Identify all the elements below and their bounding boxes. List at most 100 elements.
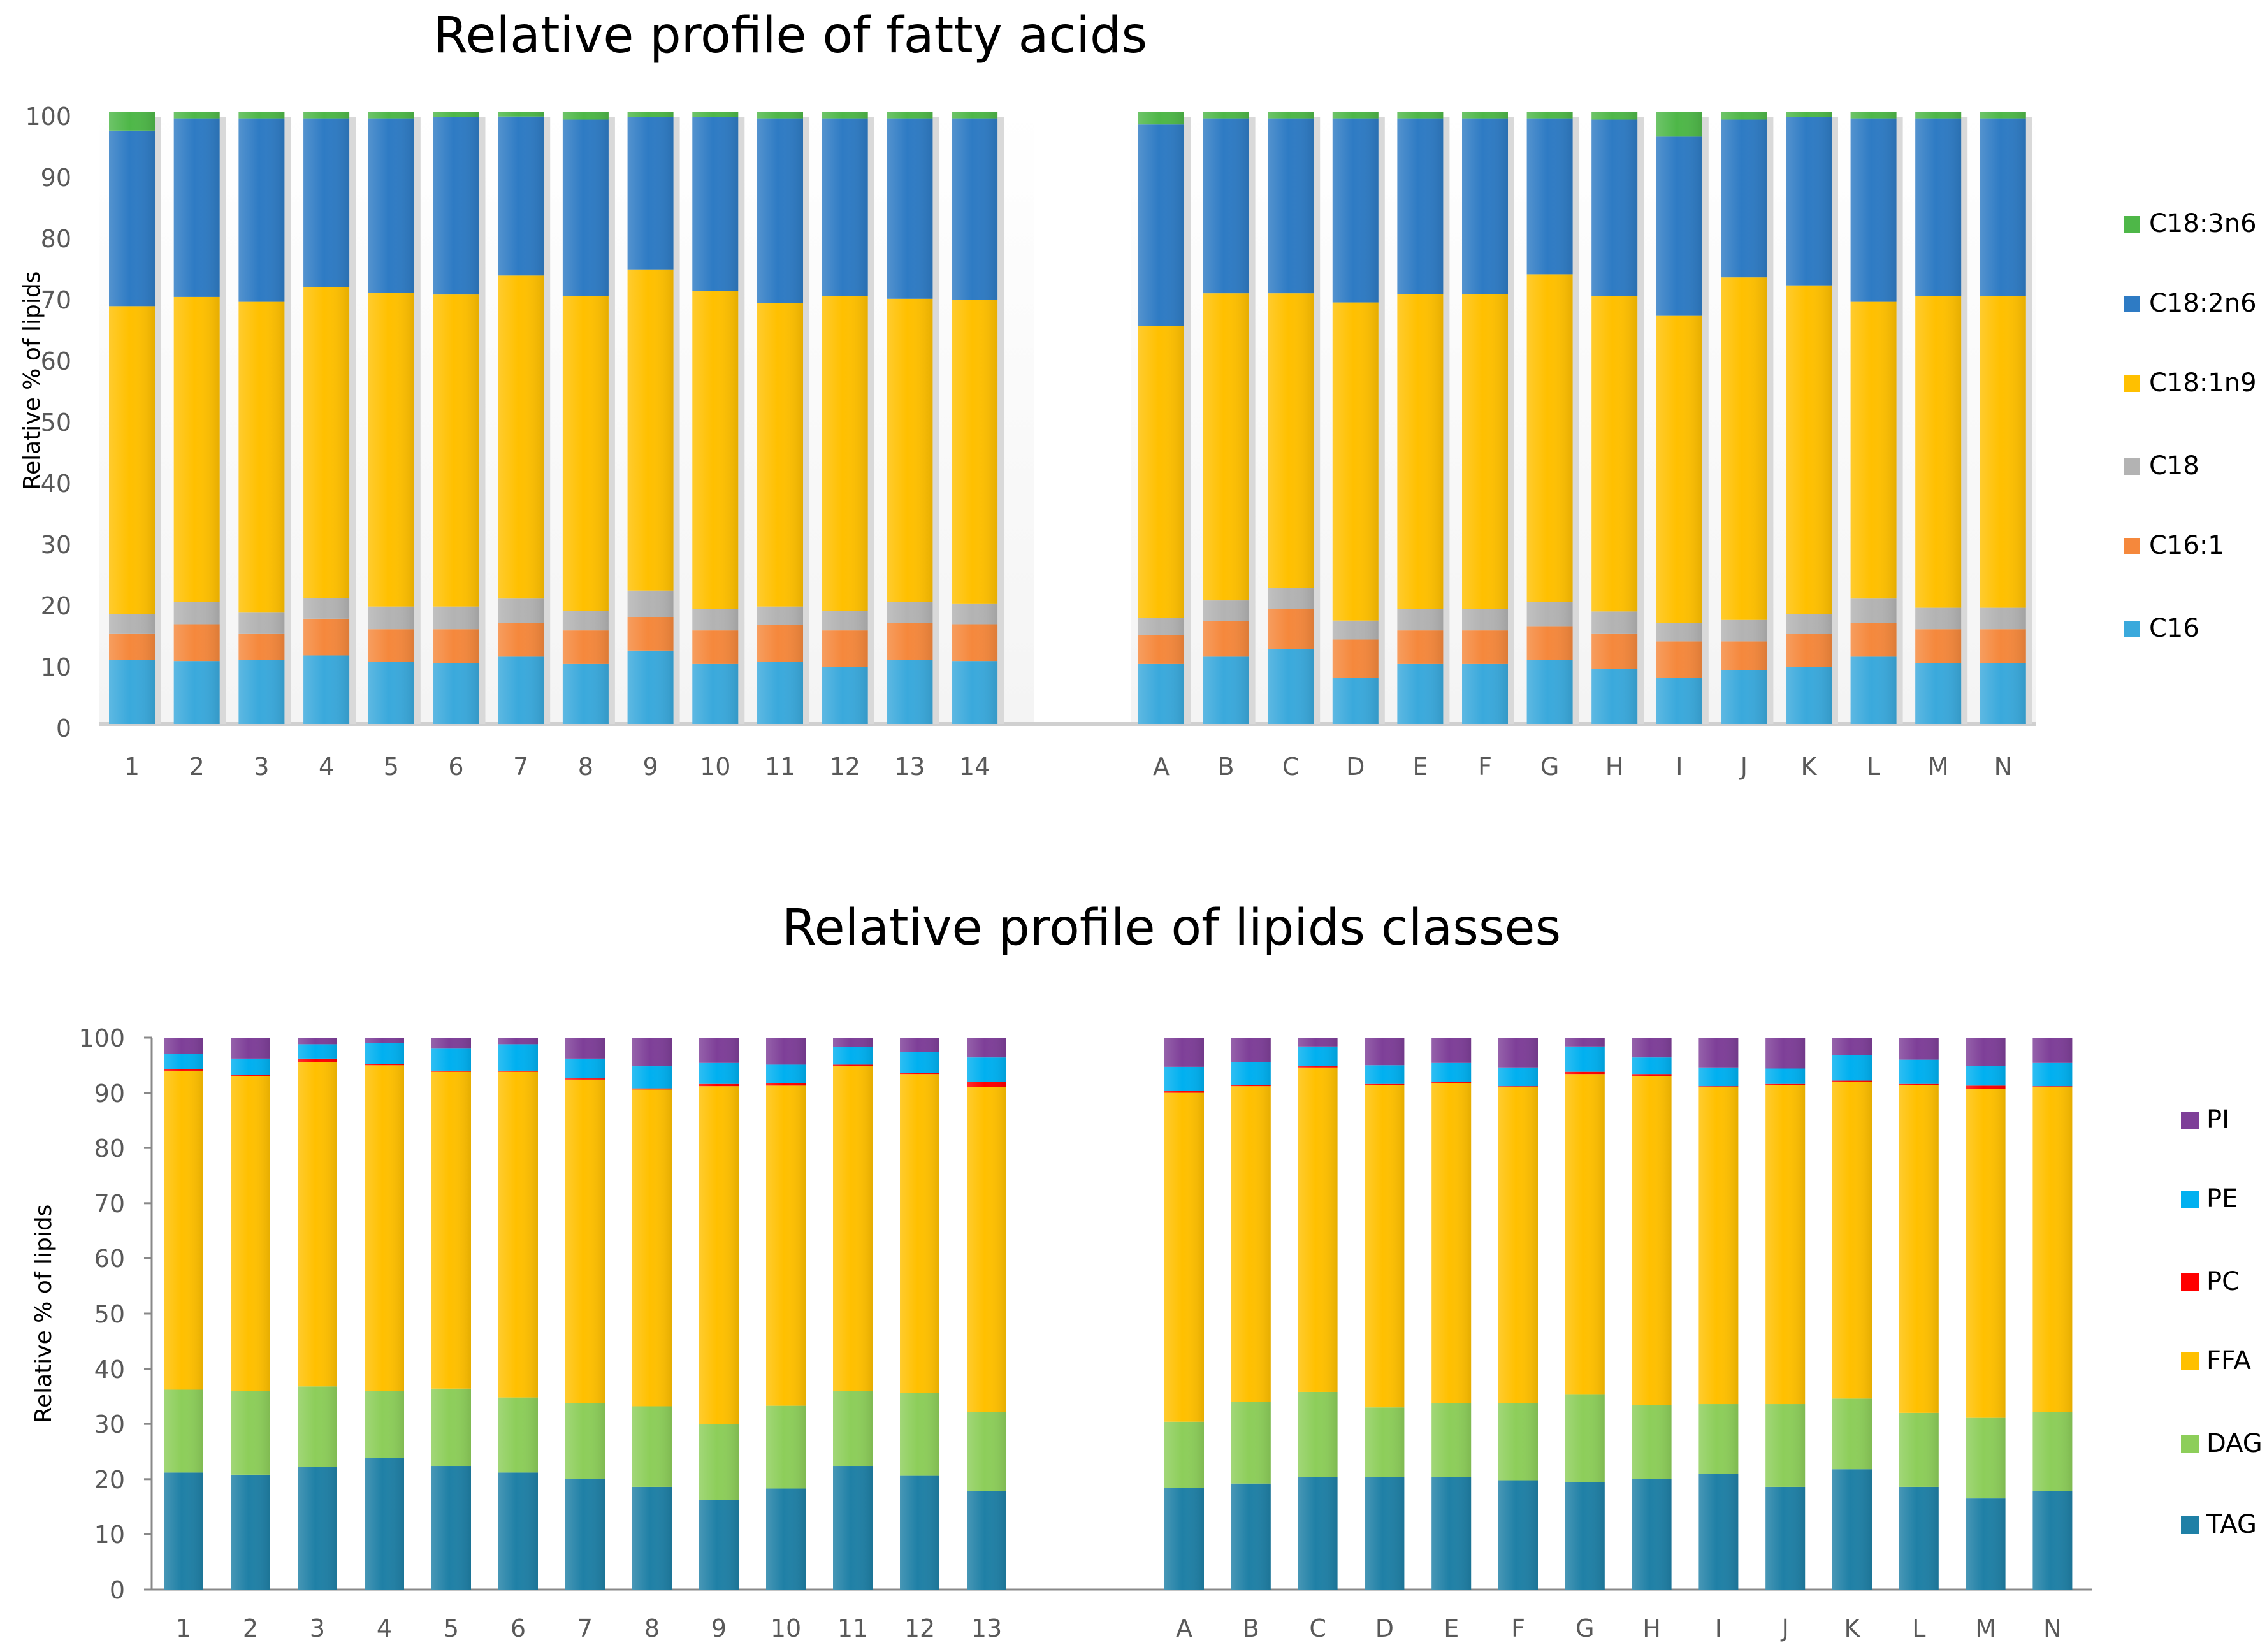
bar-highlight xyxy=(1203,112,1249,724)
bar-shadow xyxy=(1249,117,1256,724)
x-tick-label: 11 xyxy=(837,1614,868,1642)
bar-N xyxy=(2032,1038,2073,1590)
bar-shadow xyxy=(1572,117,1579,724)
legend-swatch xyxy=(2181,1435,2199,1453)
x-tick-label: I xyxy=(1676,753,1683,781)
bar-shadow xyxy=(608,117,615,724)
bar-1 xyxy=(109,112,161,724)
bar-2 xyxy=(173,112,226,724)
legend-item-C18:2n6: C18:2n6 xyxy=(2124,289,2257,318)
x-tick-label: 9 xyxy=(643,753,658,781)
bar-shadow xyxy=(1702,117,1709,724)
bar-highlight xyxy=(368,112,414,724)
bar-shadow xyxy=(349,117,356,724)
x-tick-label: I xyxy=(1715,1614,1722,1642)
x-tick-label: 11 xyxy=(765,753,795,781)
legend-item-FFA: FFA xyxy=(2181,1346,2251,1375)
legend-item-TAG: TAG xyxy=(2181,1510,2257,1539)
bar-highlight xyxy=(699,1038,739,1590)
x-tick-label: 12 xyxy=(830,753,860,781)
x-tick-label: L xyxy=(1867,753,1880,781)
legend-item-PC: PC xyxy=(2181,1267,2240,1296)
bar-highlight xyxy=(1498,1038,1538,1590)
bar-13 xyxy=(967,1038,1006,1590)
x-tick-label: 14 xyxy=(959,753,990,781)
x-tick-label: A xyxy=(1176,1614,1192,1642)
legend-label: PI xyxy=(2206,1105,2229,1134)
y-tick-label: 40 xyxy=(41,470,71,498)
y-tick-label: 40 xyxy=(94,1356,125,1384)
bar-highlight xyxy=(1915,112,1962,724)
x-tick-label: G xyxy=(1575,1614,1594,1642)
x-tick-label: D xyxy=(1375,1614,1394,1642)
bar-L xyxy=(1850,112,1903,724)
bar-shadow xyxy=(803,117,809,724)
legend-label: FFA xyxy=(2206,1346,2251,1375)
bar-14 xyxy=(952,112,1004,724)
legend-item-C16:1: C16:1 xyxy=(2124,531,2224,560)
y-tick-label: 60 xyxy=(94,1245,125,1273)
y-tick-label: 20 xyxy=(41,592,71,620)
bar-shadow xyxy=(414,117,421,724)
legend-swatch xyxy=(2124,375,2140,392)
bar-shadow xyxy=(2025,117,2032,724)
bar-highlight xyxy=(766,1038,806,1590)
x-tick-label: 10 xyxy=(771,1614,801,1642)
bar-A xyxy=(1164,1038,1204,1590)
x-tick-label: 3 xyxy=(310,1614,325,1642)
bar-F xyxy=(1462,112,1514,724)
x-tick-label: 4 xyxy=(377,1614,392,1642)
legend-label: C18:2n6 xyxy=(2149,289,2257,318)
x-tick-label: 9 xyxy=(711,1614,727,1642)
x-tick-label: H xyxy=(1642,1614,1661,1642)
bar-highlight xyxy=(1656,112,1702,724)
y-tick-label: 10 xyxy=(41,653,71,681)
legend-label: PE xyxy=(2206,1184,2238,1214)
legend-item-DAG: DAG xyxy=(2181,1429,2263,1458)
y-tick-label: 90 xyxy=(41,164,71,192)
bar-highlight xyxy=(632,1038,672,1590)
x-tick-label: M xyxy=(1928,753,1949,781)
bar-highlight xyxy=(1231,1038,1271,1590)
x-tick-label: N xyxy=(1994,753,2012,781)
x-tick-label: 12 xyxy=(904,1614,935,1642)
legend-item-PE: PE xyxy=(2181,1184,2238,1214)
bar-highlight xyxy=(1526,112,1573,724)
y-tick-label: 0 xyxy=(56,714,71,743)
bar-E xyxy=(1397,112,1450,724)
bar-A xyxy=(1138,112,1191,724)
bar-shadow xyxy=(867,117,874,724)
x-tick-label: 8 xyxy=(644,1614,660,1642)
x-tick-label: E xyxy=(1412,753,1428,781)
x-tick-label: 13 xyxy=(894,753,925,781)
bar-shadow xyxy=(219,117,226,724)
x-tick-label: 5 xyxy=(444,1614,459,1642)
bar-highlight xyxy=(1698,1038,1739,1590)
bar-highlight xyxy=(1462,112,1508,724)
bar-K xyxy=(1832,1038,1872,1590)
bar-highlight xyxy=(627,112,674,724)
x-tick-label: 3 xyxy=(254,753,269,781)
bar-2 xyxy=(231,1038,270,1590)
bar-highlight xyxy=(1591,112,1638,724)
bar-E xyxy=(1431,1038,1472,1590)
bar-shadow xyxy=(1443,117,1450,724)
bar-highlight xyxy=(1632,1038,1672,1590)
bar-3 xyxy=(298,1038,337,1590)
bar-7 xyxy=(565,1038,605,1590)
x-tick-label: 2 xyxy=(243,1614,258,1642)
bar-M xyxy=(1966,1038,2006,1590)
y-tick-label: 50 xyxy=(94,1300,125,1328)
x-tick-label: B xyxy=(1243,1614,1259,1642)
bar-highlight xyxy=(109,112,155,724)
bar-highlight xyxy=(565,1038,605,1590)
bar-highlight xyxy=(238,112,285,724)
legend-label: C16:1 xyxy=(2149,531,2224,560)
legend-item-C16: C16 xyxy=(2124,614,2199,643)
x-tick-label: 7 xyxy=(577,1614,593,1642)
y-axis-title: Relative % of lipids xyxy=(19,272,45,490)
legend-swatch xyxy=(2181,1191,2199,1208)
bar-shadow xyxy=(479,117,486,724)
bar-highlight xyxy=(173,112,220,724)
legend-label: TAG xyxy=(2206,1510,2257,1539)
